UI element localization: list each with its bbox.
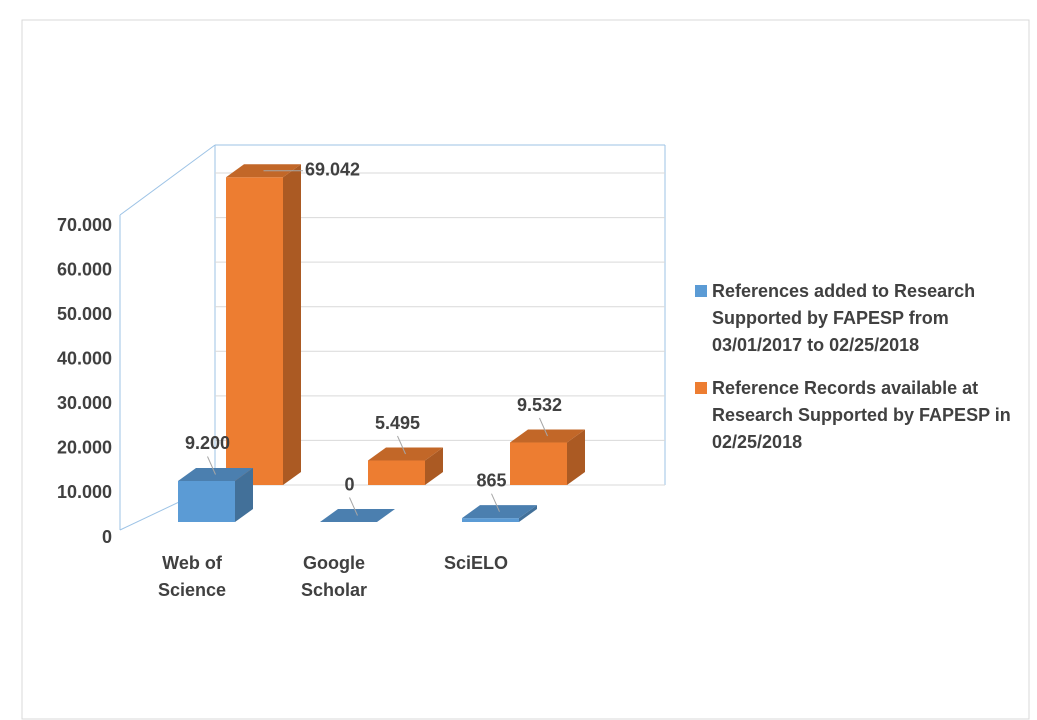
- y-tick-label: 70.000: [57, 215, 112, 235]
- y-tick-label: 40.000: [57, 348, 112, 368]
- leader-line: [491, 493, 500, 512]
- x-tick-label: Web of Science: [157, 553, 227, 600]
- legend-swatch: [695, 382, 707, 394]
- x-tick-label: SciELO: [443, 553, 509, 573]
- legend-entry: References added to Research Supported b…: [695, 278, 1030, 359]
- data-label: 9.200: [185, 433, 230, 453]
- legend-swatch: [695, 285, 707, 297]
- data-label: 865: [476, 470, 506, 490]
- legend-label: Reference Records available at Research …: [712, 378, 1011, 452]
- x-tick-label: Google Scholar: [300, 553, 368, 600]
- y-tick-label: 60.000: [57, 259, 112, 279]
- bar-side: [519, 505, 537, 522]
- bar: [226, 164, 301, 485]
- legend-entry: Reference Records available at Research …: [695, 375, 1030, 456]
- leader-line: [207, 456, 216, 475]
- leader-line: [397, 435, 406, 455]
- bar-front: [510, 442, 567, 485]
- leader-line: [539, 417, 548, 437]
- bar: [462, 505, 537, 522]
- bar-side: [425, 447, 443, 485]
- wall-edge: [119, 144, 216, 216]
- bar-front: [368, 460, 425, 485]
- data-label: 0: [344, 474, 354, 494]
- y-tick-label: 0: [102, 527, 112, 547]
- bar-top: [462, 505, 537, 519]
- bar-front: [462, 518, 519, 522]
- bar: [368, 447, 443, 485]
- y-tick-label: 20.000: [57, 438, 112, 458]
- bar-front: [226, 177, 283, 485]
- data-label: 9.532: [517, 395, 562, 415]
- y-tick-label: 10.000: [57, 482, 112, 502]
- chart-frame: [21, 19, 1030, 720]
- y-tick-label: 30.000: [57, 393, 112, 413]
- bar: [178, 467, 253, 522]
- data-label: 5.495: [375, 413, 420, 433]
- bar-side: [235, 467, 253, 522]
- bar-side: [567, 429, 585, 485]
- bar: [510, 429, 585, 485]
- bar-side: [283, 164, 301, 485]
- legend-label: References added to Research Supported b…: [712, 281, 976, 355]
- y-tick-label: 50.000: [57, 304, 112, 324]
- data-label: 69.042: [305, 160, 360, 180]
- bar-front: [178, 480, 235, 522]
- leader-line: [349, 497, 358, 516]
